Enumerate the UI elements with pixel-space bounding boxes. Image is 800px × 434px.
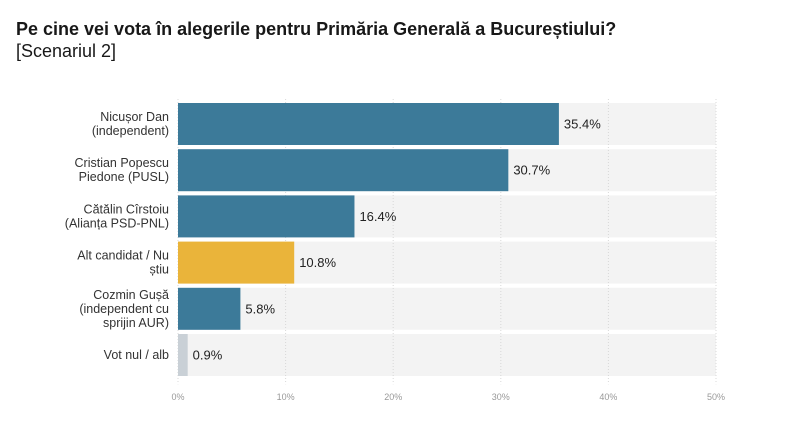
bar [178,241,295,284]
value-label: 30.7% [513,163,550,178]
chart-title: Pe cine vei vota în alegerile pentru Pri… [16,19,617,39]
value-label: 0.9% [193,348,223,363]
bar [178,103,559,145]
bar [178,287,241,330]
chart-header: Pe cine vei vota în alegerile pentru Pri… [16,18,786,62]
category-label: Vot nul / alb [104,348,169,362]
bar [178,334,188,376]
value-label: 5.8% [245,301,275,316]
bar-track [178,287,716,330]
category-label: Cozmin Gușă (independent cu sprijin AUR) [79,288,169,330]
x-tick-label: 40% [599,392,617,402]
value-label: 35.4% [564,117,601,132]
chart-subtitle: [Scenariul 2] [16,41,117,61]
bar [178,149,509,192]
x-tick-label: 20% [384,392,402,402]
category-label: Cristian Popescu Piedone (PUSL) [75,156,170,184]
category-label: Cătălin Cîrstoiu (Alianța PSD-PNL) [65,202,169,230]
value-label: 10.8% [299,255,336,270]
x-tick-label: 10% [277,392,295,402]
value-label: 16.4% [359,209,396,224]
category-label: Nicușor Dan (independent) [92,110,169,138]
bar-track [178,334,716,376]
category-label: Alt candidat / Nu știu [77,249,169,277]
x-tick-label: 30% [492,392,510,402]
bar [178,195,355,238]
x-tick-label: 0% [171,392,184,402]
x-tick-label: 50% [707,392,725,402]
